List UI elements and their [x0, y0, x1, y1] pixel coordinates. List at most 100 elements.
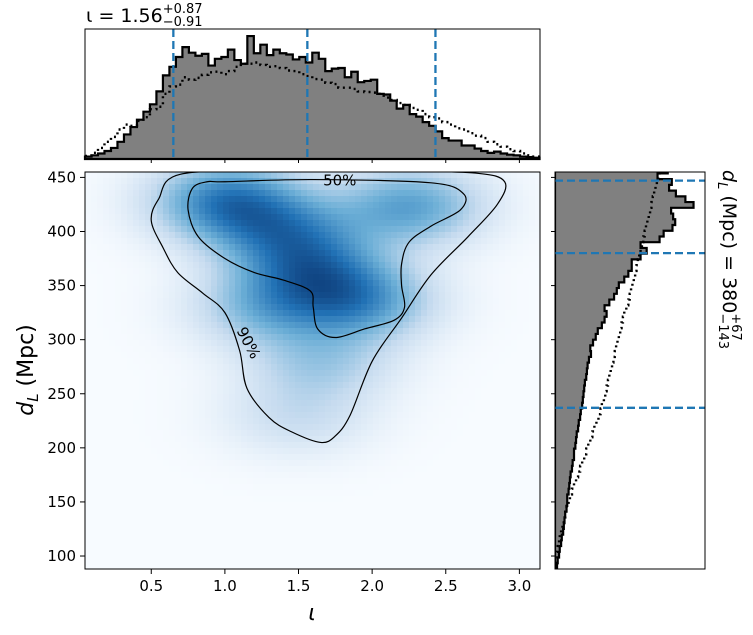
heatmap-cell: [469, 214, 476, 221]
heatmap-cell: [391, 550, 398, 557]
heatmap-cell: [403, 550, 410, 557]
heatmap-cell: [469, 202, 476, 209]
heatmap-cell: [475, 496, 482, 503]
heatmap-cell: [115, 346, 122, 353]
heatmap-cell: [343, 226, 350, 233]
heatmap-cell: [205, 418, 212, 425]
heatmap-cell: [103, 436, 110, 443]
heatmap-cell: [235, 478, 242, 485]
heatmap-cell: [91, 496, 98, 503]
heatmap-cell: [283, 376, 290, 383]
heatmap-cell: [469, 346, 476, 353]
heatmap-cell: [271, 496, 278, 503]
heatmap-cell: [385, 340, 392, 347]
heatmap-cell: [85, 412, 92, 419]
heatmap-cell: [421, 502, 428, 509]
heatmap-cell: [469, 316, 476, 323]
heatmap-cell: [415, 214, 422, 221]
heatmap-cell: [445, 244, 452, 251]
heatmap-cell: [307, 406, 314, 413]
heatmap-cell: [127, 292, 134, 299]
heatmap-cell: [361, 442, 368, 449]
heatmap-cell: [529, 340, 536, 347]
heatmap-cell: [511, 472, 518, 479]
heatmap-cell: [493, 358, 500, 365]
heatmap-cell: [169, 394, 176, 401]
heatmap-cell: [445, 226, 452, 233]
heatmap-cell: [337, 292, 344, 299]
heatmap-cell: [337, 214, 344, 221]
heatmap-cell: [271, 502, 278, 509]
heatmap-cell: [439, 484, 446, 491]
heatmap-cell: [529, 316, 536, 323]
heatmap-cell: [139, 466, 146, 473]
heatmap-cell: [181, 406, 188, 413]
heatmap-cell: [223, 172, 230, 179]
heatmap-cell: [103, 208, 110, 215]
heatmap-cell: [361, 496, 368, 503]
heatmap-cell: [445, 232, 452, 239]
heatmap-cell: [403, 352, 410, 359]
heatmap-cell: [169, 454, 176, 461]
heatmap-cell: [415, 220, 422, 227]
heatmap-cell: [427, 538, 434, 545]
heatmap-cell: [103, 544, 110, 551]
heatmap-cell: [229, 376, 236, 383]
heatmap-cell: [313, 238, 320, 245]
heatmap-cell: [481, 412, 488, 419]
heatmap-cell: [337, 340, 344, 347]
heatmap-cell: [229, 238, 236, 245]
heatmap-cell: [247, 334, 254, 341]
heatmap-cell: [355, 400, 362, 407]
heatmap-cell: [319, 196, 326, 203]
heatmap-cell: [427, 412, 434, 419]
heatmap-cell: [487, 376, 494, 383]
heatmap-cell: [247, 196, 254, 203]
heatmap-cell: [487, 304, 494, 311]
heatmap-cell: [97, 466, 104, 473]
heatmap-cell: [529, 466, 536, 473]
heatmap-cell: [97, 190, 104, 197]
heatmap-cell: [139, 520, 146, 527]
heatmap-cell: [493, 544, 500, 551]
heatmap-cell: [469, 496, 476, 503]
heatmap-cell: [85, 550, 92, 557]
heatmap-cell: [373, 526, 380, 533]
heatmap-cell: [415, 184, 422, 191]
heatmap-cell: [295, 292, 302, 299]
heatmap-cell: [169, 406, 176, 413]
heatmap-cell: [457, 460, 464, 467]
heatmap-cell: [103, 190, 110, 197]
heatmap-cell: [265, 436, 272, 443]
heatmap-cell: [355, 208, 362, 215]
heatmap-cell: [457, 298, 464, 305]
heatmap-cell: [199, 256, 206, 263]
heatmap-cell: [361, 316, 368, 323]
heatmap-cell: [121, 508, 128, 515]
heatmap-cell: [163, 538, 170, 545]
heatmap-cell: [223, 292, 230, 299]
heatmap-cell: [313, 328, 320, 335]
heatmap-cell: [451, 322, 458, 329]
heatmap-cell: [529, 286, 536, 293]
heatmap-cell: [295, 538, 302, 545]
heatmap-cell: [493, 346, 500, 353]
heatmap-cell: [217, 256, 224, 263]
heatmap-cell: [415, 196, 422, 203]
heatmap-cell: [535, 286, 540, 293]
heatmap-cell: [523, 280, 530, 287]
heatmap-cell: [217, 472, 224, 479]
heatmap-cell: [355, 310, 362, 317]
heatmap-cell: [361, 244, 368, 251]
heatmap-cell: [127, 478, 134, 485]
heatmap-cell: [217, 358, 224, 365]
heatmap-cell: [271, 394, 278, 401]
heatmap-cell: [91, 418, 98, 425]
heatmap-cell: [235, 508, 242, 515]
heatmap-cell: [211, 250, 218, 257]
heatmap-cell: [289, 514, 296, 521]
heatmap-cell: [175, 376, 182, 383]
heatmap-cell: [163, 304, 170, 311]
heatmap-cell: [337, 418, 344, 425]
heatmap-cell: [427, 292, 434, 299]
